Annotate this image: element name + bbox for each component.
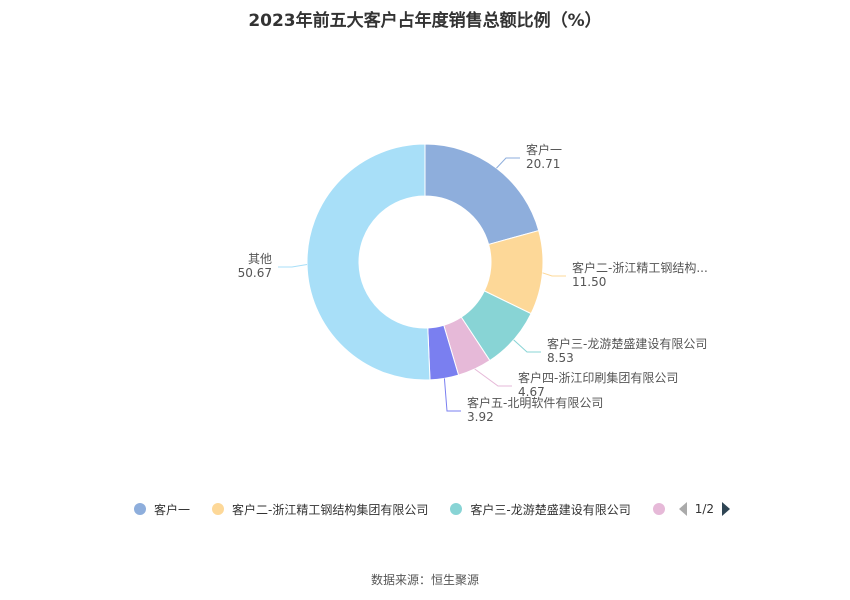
leader-line-1 [496,157,520,169]
legend-label-1: 客户一 [154,502,191,517]
leader-line-6 [278,263,308,268]
chart-title: 2023年前五大客户占年度销售总额比例（%） [248,11,602,31]
donut-slice-1[interactable] [424,143,540,246]
leader-line-5 [443,378,461,412]
slice-value-1: 20.71 [526,157,560,171]
slice-value-2: 11.50 [572,275,606,289]
legend: 客户一 客户二-浙江精工钢结构集团有限公司 客户三-龙游楚盛建设有限公司 1/2 [130,498,731,520]
legend-item-2[interactable]: 客户二-浙江精工钢结构集团有限公司 [208,501,434,518]
slice-value-4: 4.67 [518,385,545,399]
legend-label-3: 客户三-龙游楚盛建设有限公司 [470,502,631,517]
next-page-icon[interactable] [722,502,731,516]
slice-label-3: 客户三-龙游楚盛建设有限公司 [547,336,707,351]
legend-item-4[interactable] [649,503,673,515]
legend-marker-4 [652,503,665,515]
prev-page-icon[interactable] [678,502,687,516]
legend-item-3[interactable]: 客户三-龙游楚盛建设有限公司 [446,501,636,518]
slice-value-3: 8.53 [547,351,574,365]
data-source: 数据来源：恒生聚源 [370,573,479,587]
legend-label-2: 客户二-浙江精工钢结构集团有限公司 [232,502,429,517]
legend-pager: 1/2 [678,502,731,516]
legend-marker-1 [134,503,146,515]
legend-page-indicator: 1/2 [694,502,715,516]
slice-value-5: 3.92 [467,410,494,424]
legend-marker-3 [450,503,463,515]
legend-item-1[interactable]: 客户一 [130,501,196,518]
slice-label-4: 客户四-浙江印刷集团有限公司 [518,370,678,385]
leader-line-3 [513,339,541,353]
legend-marker-2 [212,503,225,515]
leader-line-4 [474,368,512,387]
leader-line-2 [542,272,566,277]
slice-value-6: 50.67 [238,266,272,280]
slice-label-5: 客户五-北明软件有限公司 [467,395,603,410]
slice-label-2: 客户二-浙江精工钢结构... [572,260,708,275]
donut-slice-6[interactable] [306,143,431,381]
slice-label-6: 其他 [248,252,272,266]
slice-label-1: 客户一 [526,142,562,157]
